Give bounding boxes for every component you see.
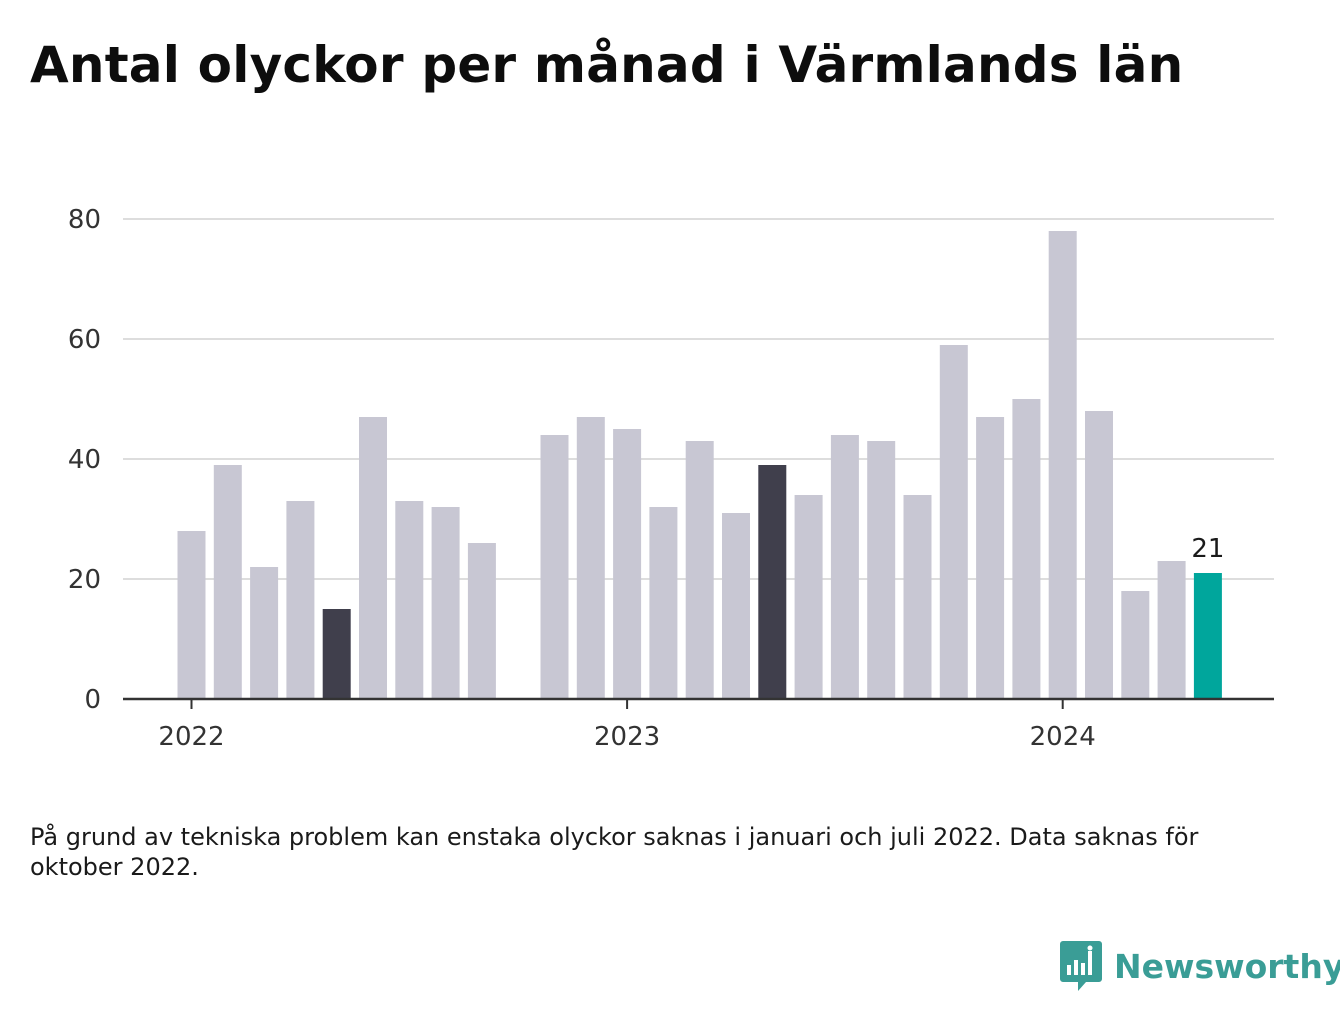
bar-2023-09 — [903, 495, 932, 699]
bar-2022-01 — [177, 531, 206, 699]
bar-2022-11 — [540, 435, 569, 699]
x-axis-ticks: 2022 2023 2024 — [158, 699, 1096, 752]
bar-chart: 0 20 40 60 80 2022 2023 2024 21 — [68, 205, 1274, 752]
bar-2023-02 — [649, 507, 678, 699]
y-tick-label: 40 — [68, 445, 101, 475]
bar-2022-04 — [286, 501, 315, 699]
bar-2023-11 — [976, 417, 1005, 699]
bar-2023-08 — [867, 441, 896, 699]
y-tick-label: 20 — [68, 565, 101, 595]
bar-2023-07 — [830, 435, 859, 699]
bar-2022-09 — [467, 543, 496, 699]
bar-2022-02 — [213, 465, 242, 699]
footnote: På grund av tekniska problem kan enstaka… — [30, 823, 1199, 881]
bar-2022-12 — [576, 417, 605, 699]
bar-2023-06 — [794, 495, 823, 699]
bar-2024-01 — [1048, 231, 1077, 699]
bar-2023-10 — [939, 345, 968, 699]
x-tick-label: 2023 — [594, 722, 660, 752]
newsworthy-logo-icon — [1060, 941, 1102, 991]
x-tick-label: 2022 — [158, 722, 224, 752]
y-tick-label: 80 — [68, 205, 101, 235]
bar-2022-05 — [322, 609, 351, 699]
x-tick-label: 2024 — [1030, 722, 1096, 752]
bar-2023-01 — [613, 429, 642, 699]
bar-2023-03 — [685, 441, 714, 699]
bar-2024-05 — [1193, 573, 1222, 699]
y-tick-label: 60 — [68, 325, 101, 355]
y-tick-label: 0 — [84, 685, 101, 715]
bar-2023-12 — [1012, 399, 1041, 699]
bar-2023-05 — [758, 465, 787, 699]
brand-name: Newsworthy — [1114, 946, 1340, 986]
bar-2022-06 — [359, 417, 387, 699]
bar-2024-02 — [1085, 411, 1113, 699]
bar-2024-03 — [1121, 591, 1150, 699]
data-label-latest: 21 — [1191, 534, 1224, 564]
data-labels: 21 — [1191, 534, 1224, 564]
bar-2022-07 — [395, 501, 424, 699]
bar-2022-08 — [431, 507, 460, 699]
bar-2022-03 — [250, 567, 279, 699]
newsworthy-logo[interactable]: Newsworthy — [1060, 940, 1340, 992]
y-axis-ticks: 0 20 40 60 80 — [68, 205, 101, 715]
bar-2023-04 — [722, 513, 750, 699]
bars — [177, 231, 1222, 699]
bar-2024-04 — [1157, 561, 1186, 699]
chart-title: Antal olyckor per månad i Värmlands län — [30, 36, 1184, 94]
